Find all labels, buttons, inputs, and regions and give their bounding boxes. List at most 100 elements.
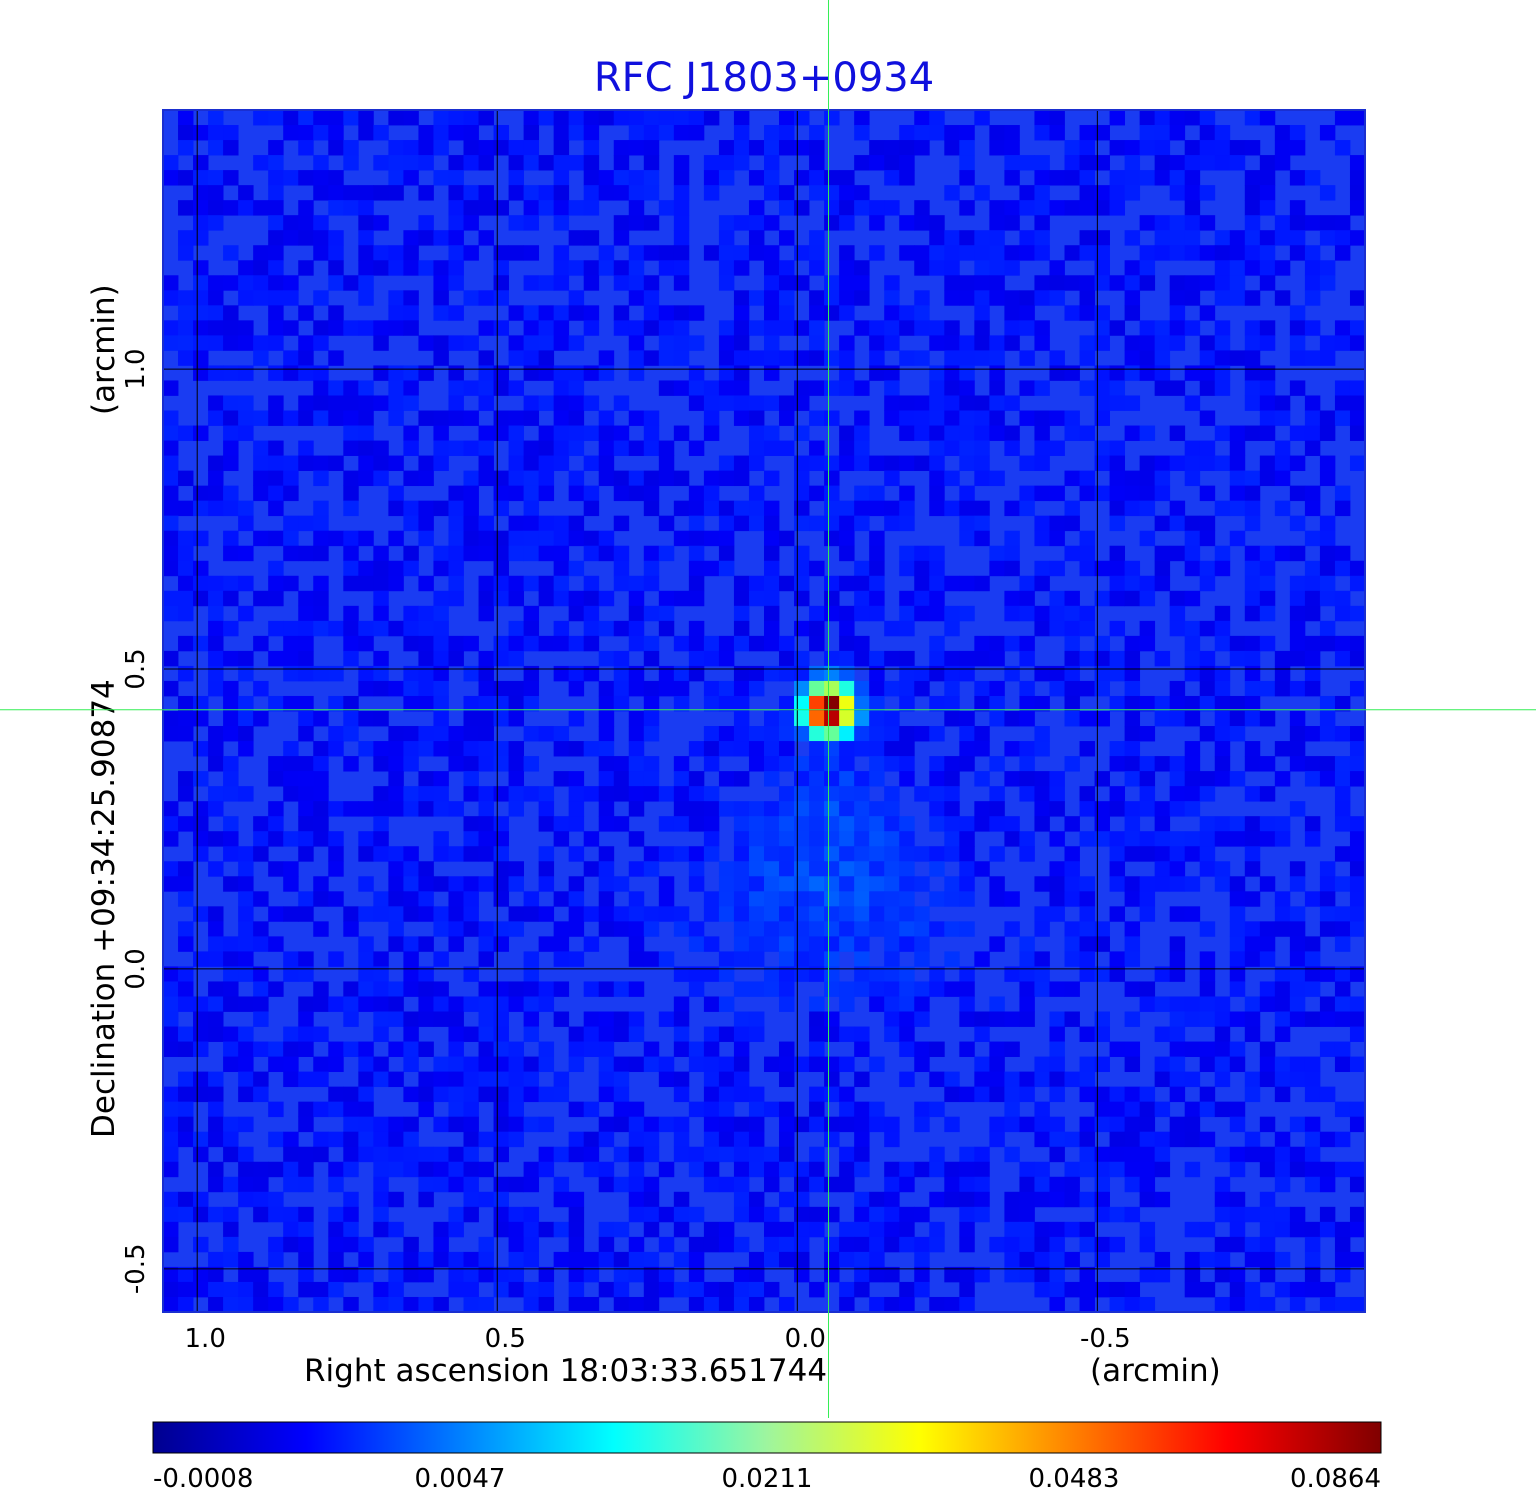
image-pixel	[1139, 500, 1156, 517]
image-pixel	[1244, 170, 1261, 186]
image-pixel	[208, 981, 224, 997]
image-pixel	[523, 1161, 540, 1178]
image-pixel	[1334, 906, 1351, 922]
image-pixel	[794, 485, 810, 502]
image-pixel	[1034, 1116, 1050, 1133]
image-pixel	[493, 290, 509, 306]
image-pixel	[1049, 125, 1065, 141]
image-pixel	[959, 1236, 975, 1253]
image-pixel	[253, 846, 269, 862]
image-pixel	[1019, 936, 1035, 952]
image-pixel	[463, 966, 479, 982]
image-pixel	[328, 891, 344, 907]
image-pixel	[628, 921, 645, 937]
image-pixel	[628, 605, 645, 622]
image-pixel	[463, 515, 479, 532]
image-pixel	[298, 620, 314, 637]
image-pixel	[268, 1056, 284, 1073]
image-pixel	[1139, 786, 1156, 802]
image-pixel	[1334, 110, 1351, 126]
image-pixel	[1034, 530, 1050, 547]
image-pixel	[809, 305, 825, 321]
image-pixel	[1199, 665, 1216, 682]
image-pixel	[343, 1161, 359, 1178]
image-pixel	[628, 1131, 645, 1148]
image-pixel	[1154, 1071, 1171, 1088]
image-pixel	[1154, 756, 1171, 772]
image-pixel	[839, 1146, 855, 1163]
image-pixel	[568, 425, 585, 441]
image-pixel	[313, 1056, 329, 1073]
image-pixel	[1019, 185, 1035, 201]
image-pixel	[193, 530, 209, 547]
image-pixel	[1184, 1041, 1201, 1057]
image-pixel	[1319, 1176, 1336, 1193]
image-pixel	[658, 110, 675, 126]
image-pixel	[1199, 816, 1216, 832]
image-pixel	[193, 1146, 209, 1163]
image-pixel	[974, 500, 990, 517]
image-pixel	[268, 365, 284, 381]
image-pixel	[613, 680, 630, 697]
image-pixel	[268, 1251, 284, 1268]
image-pixel	[493, 485, 509, 502]
image-pixel	[403, 245, 419, 261]
image-pixel	[193, 711, 209, 727]
image-pixel	[989, 1086, 1005, 1103]
image-pixel	[628, 981, 645, 997]
image-pixel	[1169, 1071, 1186, 1088]
image-pixel	[238, 545, 254, 562]
image-pixel	[1079, 470, 1095, 487]
image-pixel	[403, 936, 419, 952]
image-pixel	[944, 951, 960, 967]
image-pixel	[899, 485, 915, 502]
image-pixel	[523, 695, 540, 712]
image-pixel	[583, 936, 600, 952]
image-pixel	[463, 635, 479, 652]
image-pixel	[944, 1296, 960, 1313]
image-pixel	[809, 635, 825, 652]
image-pixel	[703, 425, 720, 441]
image-pixel	[1334, 245, 1351, 261]
image-pixel	[794, 1206, 810, 1223]
image-pixel	[929, 771, 945, 787]
image-pixel	[1199, 110, 1216, 126]
image-pixel	[884, 1296, 900, 1313]
image-pixel	[974, 1026, 990, 1042]
image-pixel	[989, 290, 1005, 306]
image-pixel	[553, 395, 570, 411]
image-pixel	[1259, 831, 1276, 847]
image-pixel	[178, 1266, 194, 1283]
image-pixel	[1214, 1011, 1231, 1027]
image-pixel	[628, 290, 645, 306]
image-pixel	[433, 590, 449, 607]
image-pixel	[1244, 425, 1261, 441]
image-pixel	[583, 1146, 600, 1163]
image-pixel	[598, 185, 615, 201]
image-pixel	[1154, 320, 1171, 336]
image-pixel	[523, 680, 540, 697]
image-pixel	[403, 230, 419, 246]
image-pixel	[1079, 786, 1095, 802]
image-pixel	[1214, 1206, 1231, 1223]
image-pixel	[733, 921, 750, 937]
image-pixel	[959, 711, 975, 727]
image-pixel	[779, 275, 795, 291]
image-pixel	[373, 1176, 389, 1193]
image-pixel	[1319, 590, 1336, 607]
image-pixel	[1049, 260, 1065, 276]
image-pixel	[764, 395, 780, 411]
image-pixel	[253, 981, 269, 997]
image-pixel	[328, 695, 344, 712]
image-pixel	[268, 110, 284, 126]
image-pixel	[748, 741, 765, 757]
image-pixel	[193, 695, 209, 712]
image-pixel	[764, 906, 780, 922]
image-pixel	[779, 936, 795, 952]
image-pixel	[1019, 305, 1035, 321]
image-pixel	[1064, 200, 1080, 216]
image-pixel	[523, 1176, 540, 1193]
image-pixel	[1214, 726, 1231, 742]
image-pixel	[1169, 831, 1186, 847]
image-pixel	[1244, 861, 1261, 877]
